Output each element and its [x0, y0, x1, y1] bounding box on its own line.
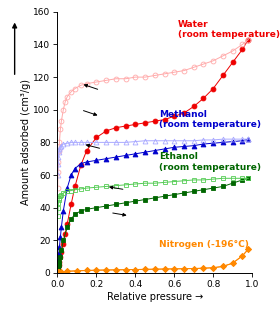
X-axis label: Relative pressure →: Relative pressure → — [107, 292, 203, 302]
Text: Methanol
(room temperature): Methanol (room temperature) — [159, 110, 261, 129]
Text: Water
(room temperature): Water (room temperature) — [178, 20, 280, 39]
Text: Nitrogen (-196°C): Nitrogen (-196°C) — [159, 240, 249, 249]
Text: Ethanol
(room temperature): Ethanol (room temperature) — [159, 152, 261, 171]
Y-axis label: Amount adsorbed (cm³/g): Amount adsorbed (cm³/g) — [20, 79, 31, 206]
